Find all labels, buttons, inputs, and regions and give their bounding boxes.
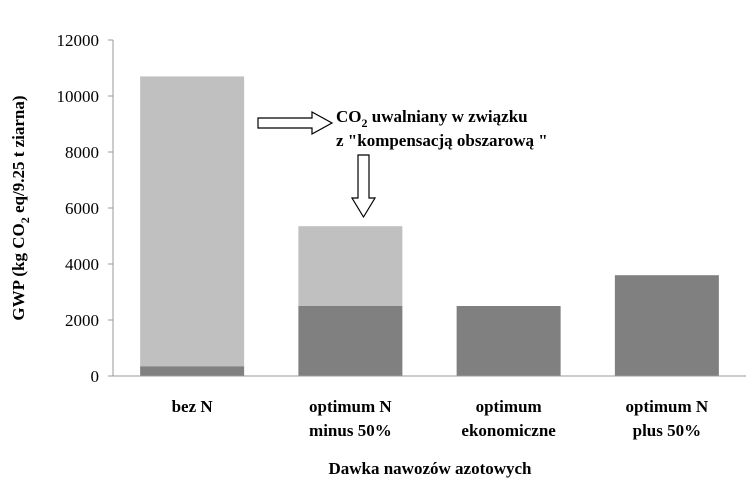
annotation-part: CO — [336, 107, 362, 126]
y-tick-label: 8000 — [65, 143, 99, 162]
x-tick-label: ekonomiczne — [461, 421, 556, 440]
annotation-sub: 2 — [362, 116, 368, 130]
y-label-part: eq/9.25 t ziarna) — [9, 95, 28, 217]
bar-segment — [456, 306, 561, 376]
y-axis-title: GWP (kg CO2 eq/9.25 t ziarna) — [9, 95, 32, 320]
x-tick-label: minus 50% — [309, 421, 392, 440]
plot: 0 2000 4000 6000 8000 10000 12000 bez N optimum … — [57, 31, 746, 440]
annotation-part: uwalniany w związku — [368, 107, 528, 126]
annotation: CO2 uwalniany w związku — [336, 107, 528, 130]
y-label-part: GWP (kg CO — [9, 223, 28, 320]
x-tick-label: optimum N — [626, 397, 709, 416]
y-tick-label: 4000 — [65, 255, 99, 274]
y-label-sub: 2 — [18, 217, 32, 223]
y-tick-label: 6000 — [65, 199, 99, 218]
x-tick-label: plus 50% — [633, 421, 702, 440]
arrow-down — [350, 154, 377, 219]
bar-segment — [298, 226, 403, 306]
y-tick-label: 10000 — [57, 87, 100, 106]
arrow-right — [257, 110, 334, 136]
bar-segment — [140, 366, 245, 376]
y-tick-label: 12000 — [57, 31, 100, 50]
y-tick-label: 2000 — [65, 311, 99, 330]
bar-segment — [298, 306, 403, 376]
bar-segment — [614, 275, 719, 376]
x-tick-label: optimum — [476, 397, 542, 416]
bar-segment — [140, 76, 245, 367]
x-tick-label: bez N — [172, 397, 214, 416]
annotation: z "kompensacją obszarową " — [336, 131, 548, 150]
y-tick-label: 0 — [91, 367, 100, 386]
x-axis-title: Dawka nawozów azotowych — [328, 459, 532, 478]
x-tick-label: optimum N — [309, 397, 392, 416]
